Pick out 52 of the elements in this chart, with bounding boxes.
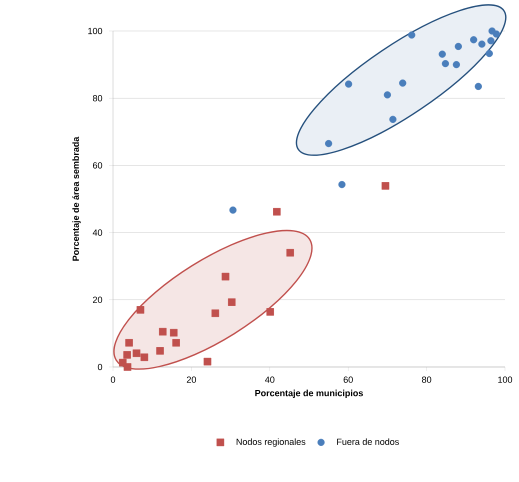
point: [325, 140, 332, 148]
x-tick-label: 20: [186, 376, 196, 383]
y-tick-label: 80: [92, 95, 102, 102]
point: [229, 206, 237, 214]
point: [486, 50, 493, 58]
x-tick-label: 100: [498, 376, 512, 383]
point: [123, 351, 131, 359]
point: [344, 80, 352, 88]
point: [286, 248, 294, 257]
y-tick-label: 0: [98, 364, 102, 370]
point: [212, 309, 220, 318]
y-tick-label: 60: [92, 162, 102, 169]
point: [470, 36, 478, 44]
point: [132, 349, 140, 358]
legend-label: Nodos regionales: [236, 438, 306, 447]
point: [487, 37, 494, 44]
point: [136, 306, 144, 314]
point: [124, 363, 132, 371]
point: [338, 180, 346, 188]
x-tick-label: 40: [265, 376, 274, 383]
point: [399, 79, 406, 87]
point: [384, 91, 392, 98]
point: [454, 42, 462, 50]
point: [156, 347, 164, 355]
point: [158, 328, 167, 336]
x-tick-label: 80: [422, 376, 432, 383]
point: [492, 30, 500, 38]
point: [228, 298, 236, 306]
point: [442, 60, 450, 68]
point: [474, 82, 482, 90]
x-axis-title: Porcentaje de municipios: [255, 390, 363, 398]
point: [452, 60, 460, 68]
point: [204, 358, 212, 366]
y-tick-label: 20: [92, 296, 102, 303]
point: [382, 182, 390, 190]
point: [140, 353, 148, 362]
point: [408, 31, 416, 39]
point: [170, 328, 178, 337]
point: [266, 308, 274, 316]
point: [273, 208, 281, 216]
point: [222, 272, 230, 280]
point: [125, 339, 133, 347]
y-tick-label: 100: [88, 28, 102, 34]
legend-label: Fuera de nodos: [337, 438, 399, 445]
point: [478, 40, 486, 48]
point: [389, 116, 396, 123]
x-tick-label: 0: [110, 376, 116, 383]
point: [172, 339, 180, 347]
y-tick-label: 40: [92, 229, 102, 236]
x-tick-label: 60: [344, 376, 353, 383]
y-axis-title: Porcentaje de área sembrada: [72, 136, 81, 261]
point: [438, 50, 446, 58]
